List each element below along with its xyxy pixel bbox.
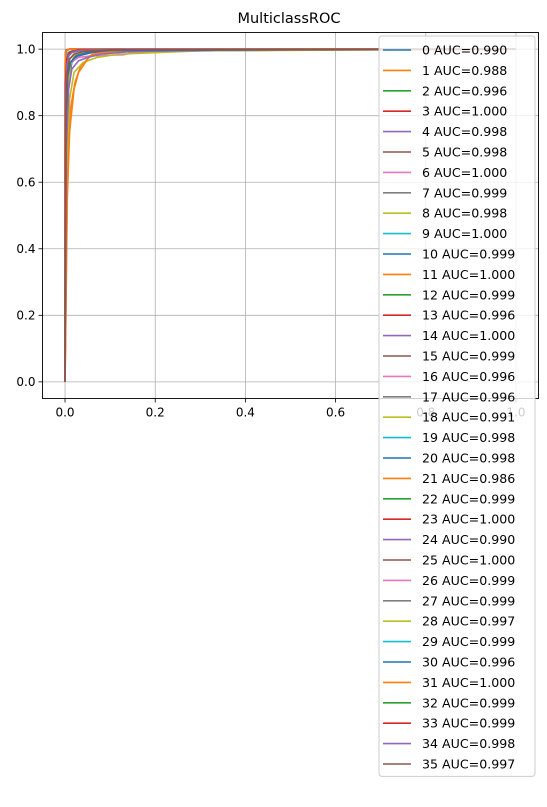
legend-entry: 17 AUC=0.996 bbox=[422, 389, 515, 404]
y-tick-label: 1.0 bbox=[16, 42, 35, 56]
legend-entry: 19 AUC=0.998 bbox=[422, 430, 515, 445]
x-tick-label: 0.2 bbox=[146, 406, 165, 420]
legend-entry: 35 AUC=0.997 bbox=[422, 757, 515, 772]
y-tick-label: 0.0 bbox=[16, 375, 35, 389]
legend-entry: 5 AUC=0.998 bbox=[422, 145, 507, 160]
legend-entry: 24 AUC=0.990 bbox=[422, 532, 515, 547]
legend-entry: 16 AUC=0.996 bbox=[422, 369, 515, 384]
roc-curves bbox=[64, 48, 516, 382]
legend-entry: 33 AUC=0.999 bbox=[422, 716, 515, 731]
legend-entry: 29 AUC=0.999 bbox=[422, 634, 515, 649]
y-tick-label: 0.8 bbox=[16, 109, 35, 123]
roc-curve-class-18 bbox=[64, 48, 516, 382]
legend-entry: 34 AUC=0.998 bbox=[422, 736, 515, 751]
x-tick-label: 0.6 bbox=[326, 406, 345, 420]
legend-entry: 7 AUC=0.999 bbox=[422, 185, 507, 200]
legend-entry: 25 AUC=1.000 bbox=[422, 553, 515, 568]
x-tick-label: 0.0 bbox=[55, 406, 74, 420]
legend-entry: 28 AUC=0.997 bbox=[422, 614, 515, 629]
legend-entry: 21 AUC=0.986 bbox=[422, 471, 515, 486]
legend-entry: 2 AUC=0.996 bbox=[422, 83, 507, 98]
y-tick-label: 0.2 bbox=[16, 309, 35, 323]
legend: 0 AUC=0.990 1 AUC=0.988 2 AUC=0.996 3 AUC=1… bbox=[378, 35, 536, 777]
legend-entry: 31 AUC=1.000 bbox=[422, 675, 515, 690]
legend-entry: 27 AUC=0.999 bbox=[422, 593, 515, 608]
legend-entry: 20 AUC=0.998 bbox=[422, 451, 515, 466]
axes-frame bbox=[42, 32, 539, 399]
legend-entry: 1 AUC=0.988 bbox=[422, 63, 507, 78]
legend-entry: 13 AUC=0.996 bbox=[422, 308, 515, 323]
legend-entry: 3 AUC=1.000 bbox=[422, 104, 507, 119]
legend-entry: 6 AUC=1.000 bbox=[422, 165, 507, 180]
legend-entry: 4 AUC=0.998 bbox=[422, 124, 507, 139]
legend-box bbox=[378, 35, 536, 777]
legend-entry: 15 AUC=0.999 bbox=[422, 349, 515, 364]
chart-title: MulticlassROC bbox=[237, 11, 340, 27]
legend-entry: 18 AUC=0.991 bbox=[422, 410, 515, 425]
legend-entry: 8 AUC=0.998 bbox=[422, 206, 507, 221]
legend-entry: 10 AUC=0.999 bbox=[422, 247, 515, 262]
legend-entry: 26 AUC=0.999 bbox=[422, 573, 515, 588]
y-tick-label: 0.6 bbox=[16, 176, 35, 190]
y-axis-ticks: 0.0 0.2 0.4 0.6 0.8 1.0 bbox=[16, 42, 43, 389]
legend-entry: 23 AUC=1.000 bbox=[422, 512, 515, 527]
legend-entry: 12 AUC=0.999 bbox=[422, 287, 515, 302]
y-tick-label: 0.4 bbox=[16, 242, 35, 256]
roc-curve-class-35 bbox=[64, 48, 516, 382]
legend-entry: 9 AUC=1.000 bbox=[422, 226, 507, 241]
x-tick-label: 0.4 bbox=[236, 406, 255, 420]
legend-entry: 22 AUC=0.999 bbox=[422, 491, 515, 506]
legend-entry: 30 AUC=0.996 bbox=[422, 655, 515, 670]
legend-entry: 11 AUC=1.000 bbox=[422, 267, 515, 282]
legend-entry: 32 AUC=0.999 bbox=[422, 695, 515, 710]
legend-entry: 14 AUC=1.000 bbox=[422, 328, 515, 343]
legend-entry: 0 AUC=0.990 bbox=[422, 43, 507, 58]
